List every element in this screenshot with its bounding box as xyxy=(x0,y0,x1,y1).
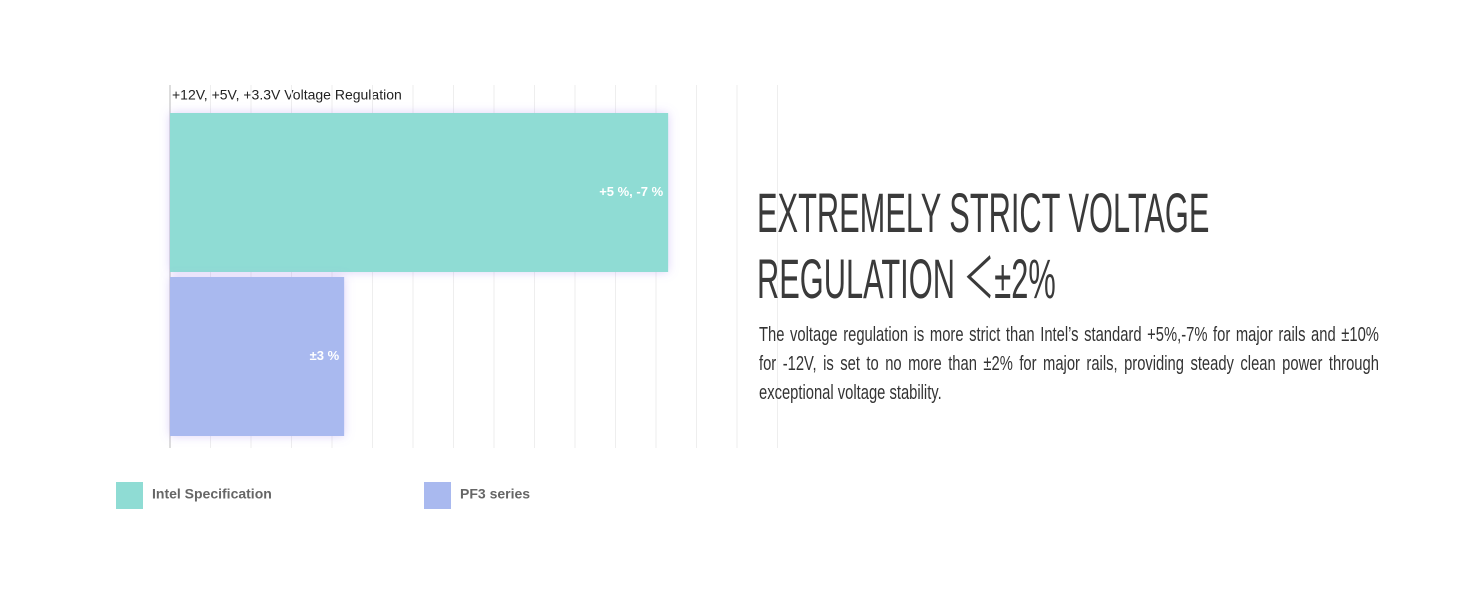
legend-label: Intel Specification xyxy=(152,486,272,502)
body-text: The voltage regulation is more strict th… xyxy=(759,324,1379,404)
legend-swatch xyxy=(116,482,143,509)
value-label: +5 %, -7 % xyxy=(599,184,663,199)
heading: EXTREMELY STRICT VOLTAGE REGULATION ＜±2% xyxy=(757,181,1210,310)
value-label: ±3 % xyxy=(310,348,340,363)
chart-title: +12V, +5V, +3.3V Voltage Regulation xyxy=(172,87,402,103)
bar xyxy=(170,113,669,272)
legend-swatch xyxy=(424,482,451,509)
bar xyxy=(170,277,345,436)
legend-label: PF3 series xyxy=(460,486,530,502)
